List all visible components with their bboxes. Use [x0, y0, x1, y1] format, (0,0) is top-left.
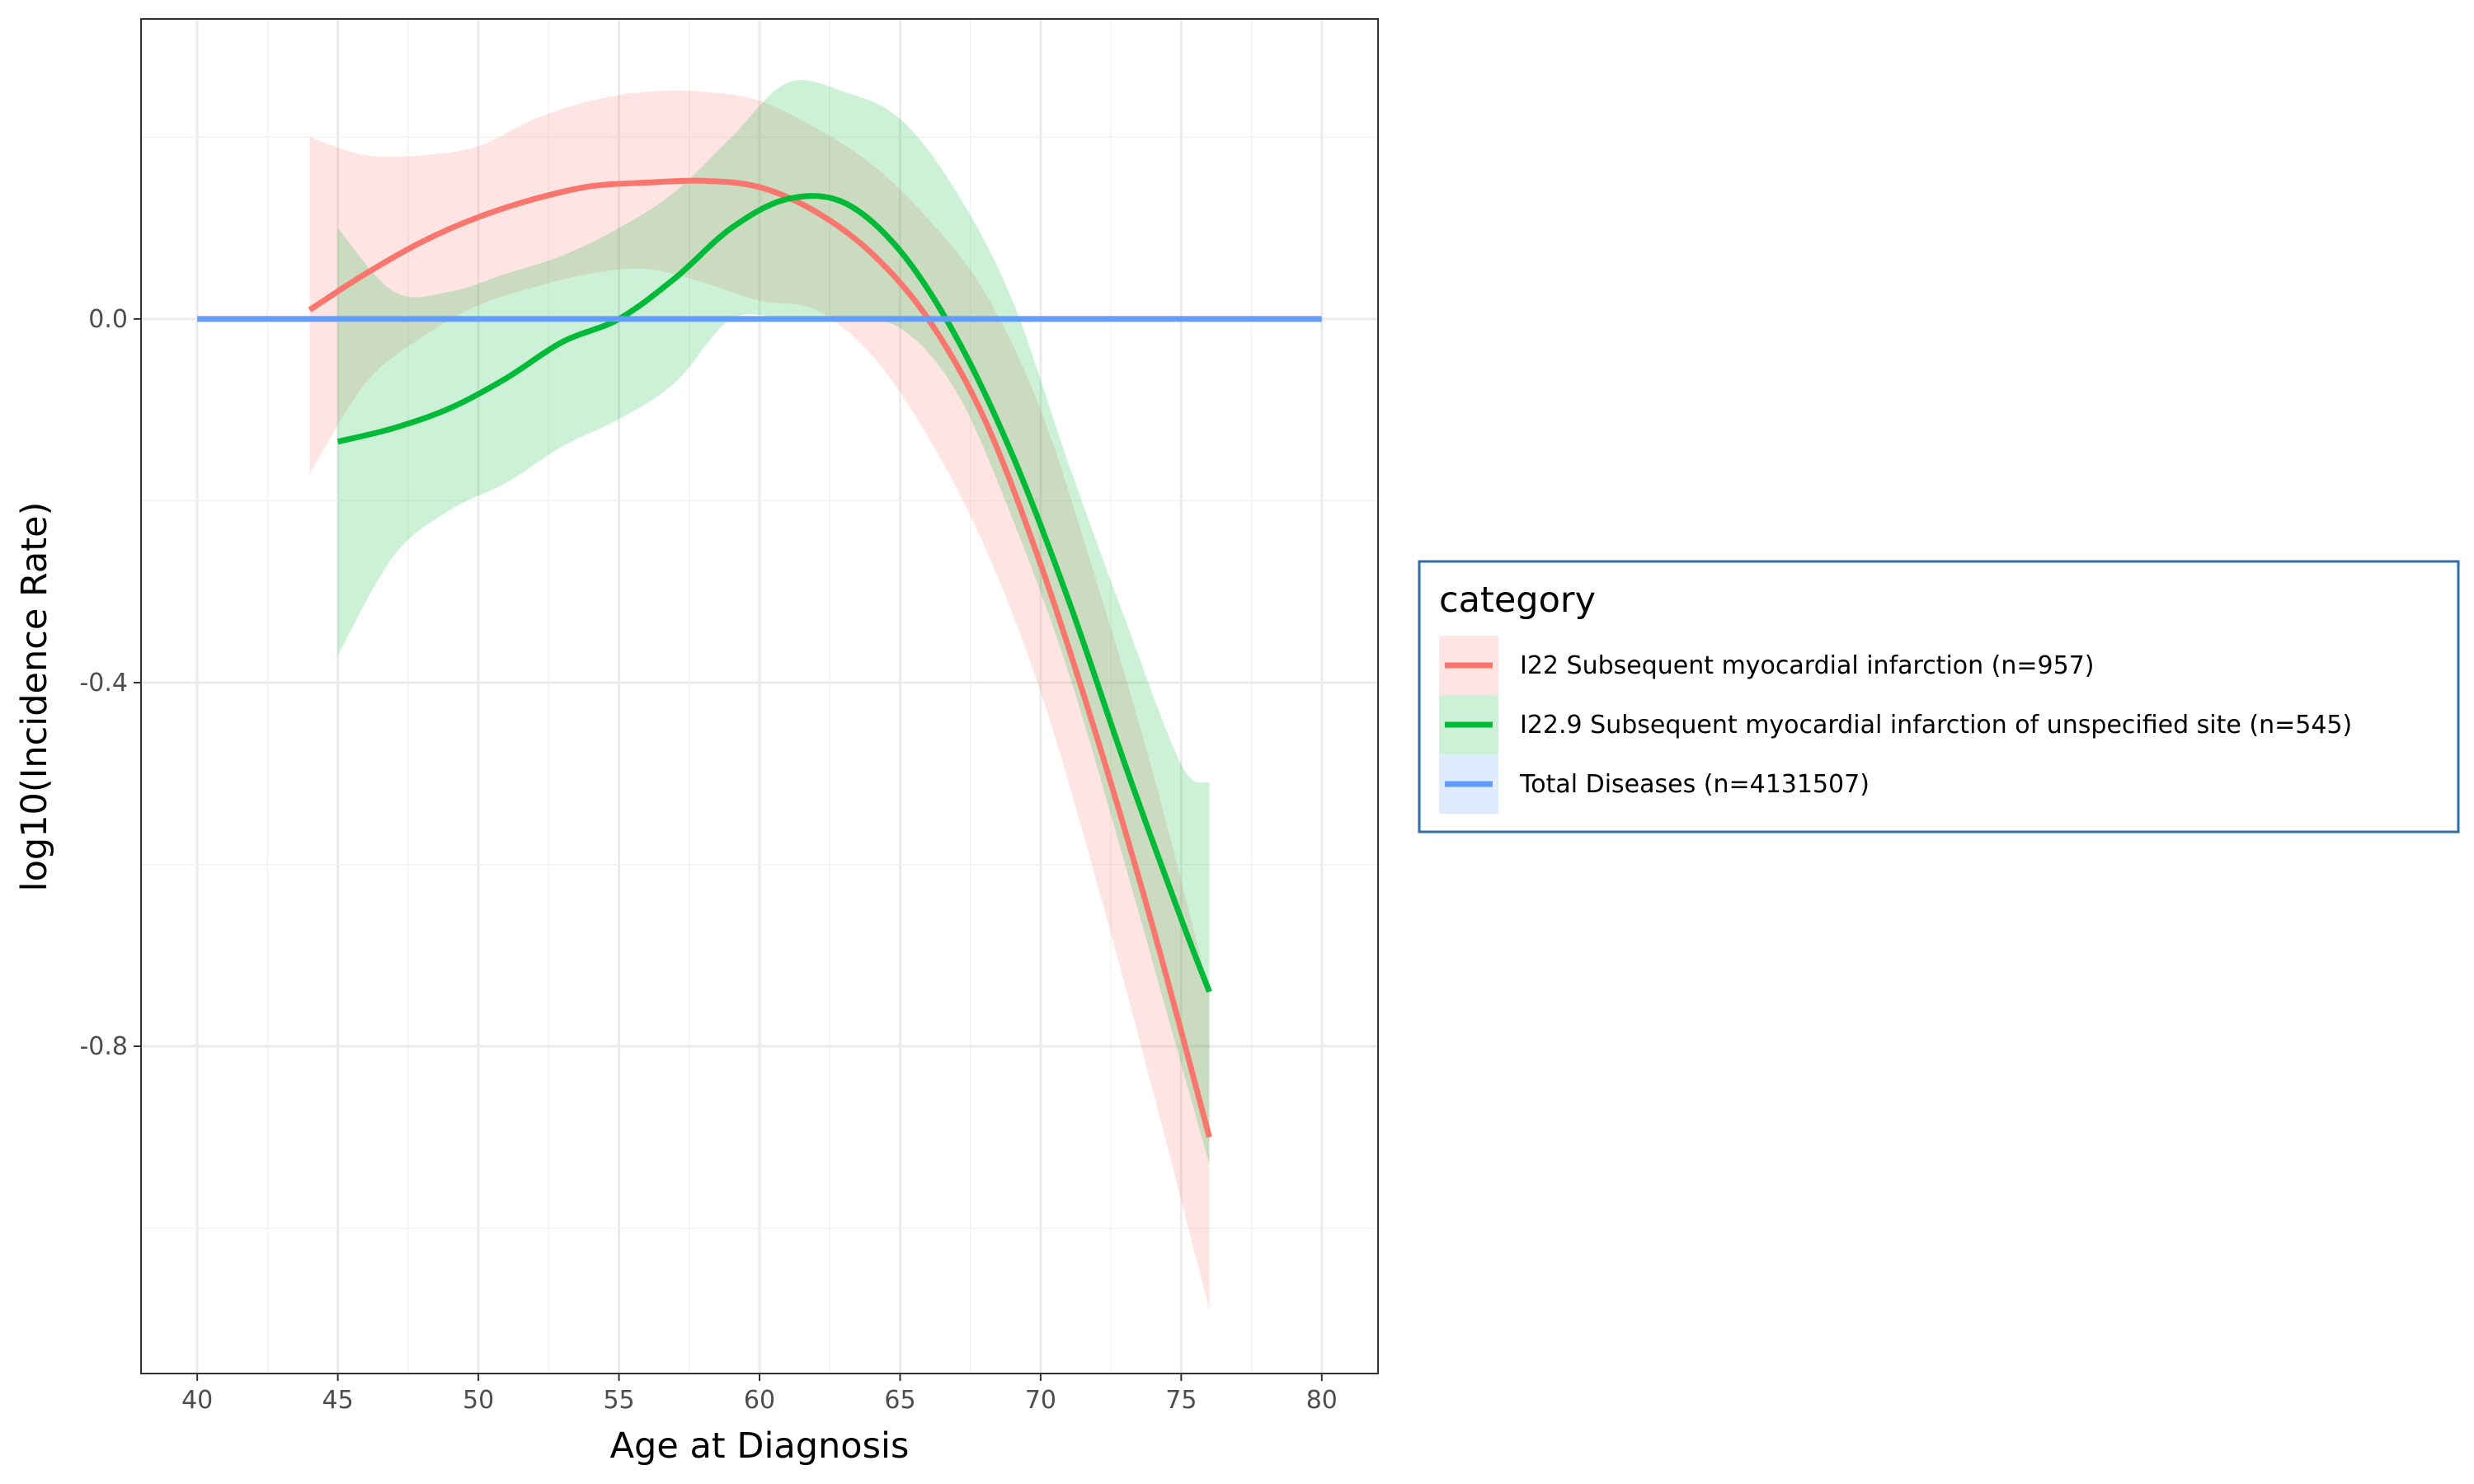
x-tick-label: 75 [1165, 1386, 1197, 1415]
x-tick-label: 55 [603, 1386, 634, 1415]
legend-label: Total Diseases (n=4131507) [1519, 770, 1870, 799]
ribbon-i22-9 [337, 80, 1210, 1165]
x-tick-label: 50 [463, 1386, 494, 1415]
x-tick-label: 40 [181, 1386, 213, 1415]
legend-label: I22.9 Subsequent myocardial infarction o… [1520, 711, 2352, 740]
y-tick-label: 0.0 [88, 305, 128, 334]
y-axis-title: log10(Incidence Rate) [14, 502, 55, 892]
legend: category I22 Subsequent myocardial infar… [1418, 560, 2460, 834]
y-axis-ticks: 0.0 -0.4 -0.8 [79, 305, 141, 1061]
y-tick-label: -0.8 [79, 1032, 128, 1061]
legend-box [1418, 560, 2460, 834]
legend-title: category [1439, 580, 1596, 621]
gridlines [141, 19, 1378, 1374]
series-line-i22-9 [336, 193, 1212, 993]
x-tick-label: 65 [884, 1386, 915, 1415]
x-tick-label: 45 [322, 1386, 354, 1415]
x-tick-label: 70 [1025, 1386, 1056, 1415]
x-tick-label: 80 [1306, 1386, 1338, 1415]
series-lines [197, 177, 1322, 1139]
legend-items: I22 Subsequent myocardial infarction (n=… [1439, 636, 2352, 814]
y-tick-label: -0.4 [79, 669, 128, 697]
x-axis-ticks: 40 45 50 55 60 65 70 75 80 [181, 1374, 1338, 1415]
x-axis-title: Age at Diagnosis [610, 1425, 910, 1467]
series-line-i22 [308, 177, 1212, 1139]
x-tick-label: 60 [744, 1386, 775, 1415]
legend-label: I22 Subsequent myocardial infarction (n=… [1520, 651, 2095, 680]
